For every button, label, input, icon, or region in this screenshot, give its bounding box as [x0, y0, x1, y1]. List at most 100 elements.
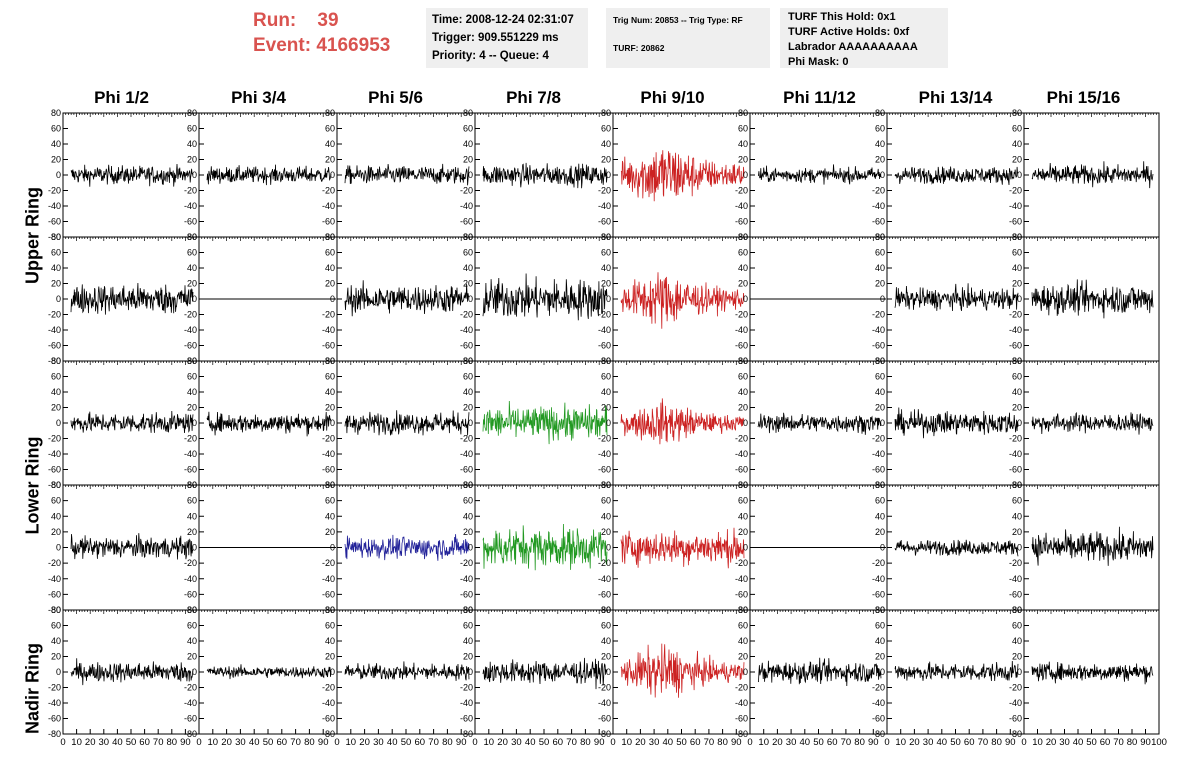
y-tick-label: -20 — [598, 310, 611, 320]
y-tick-label: -40 — [735, 449, 748, 459]
y-tick-label: -40 — [460, 574, 473, 584]
y-tick-label: 60 — [875, 248, 885, 258]
y-tick-label: -40 — [1009, 574, 1022, 584]
y-tick-label: 80 — [1012, 108, 1022, 118]
y-tick-label: 80 — [51, 480, 61, 490]
turf-num-text: TURF: 20862 — [613, 43, 665, 53]
y-tick-label: 60 — [601, 372, 611, 382]
y-tick-label: 0 — [468, 543, 473, 553]
x-tick-label: 0 — [884, 737, 889, 748]
column-label-phi-5-6: Phi 5/6 — [368, 88, 423, 107]
y-tick-label: 60 — [601, 621, 611, 631]
y-tick-label: 40 — [738, 263, 748, 273]
y-tick-label: 0 — [56, 543, 61, 553]
y-tick-label: 40 — [875, 139, 885, 149]
y-tick-label: 80 — [51, 356, 61, 366]
x-tick-label: 50 — [676, 737, 687, 748]
y-tick-label: 80 — [875, 108, 885, 118]
y-tick-label: 0 — [1017, 543, 1022, 553]
y-tick-label: 80 — [463, 605, 473, 615]
y-tick-label: 60 — [463, 124, 473, 134]
x-tick-label: 0 — [747, 737, 752, 748]
x-tick-label: 80 — [442, 737, 453, 748]
y-tick-label: 20 — [325, 652, 335, 662]
y-tick-label: 20 — [325, 403, 335, 413]
y-tick-label: -60 — [735, 589, 748, 599]
y-tick-label: -60 — [322, 217, 335, 227]
waveform-trace — [70, 410, 194, 434]
y-tick-label: 40 — [738, 139, 748, 149]
y-tick-label: -40 — [872, 201, 885, 211]
y-tick-label: -60 — [872, 714, 885, 724]
x-tick-label: 10 — [1032, 737, 1043, 748]
y-tick-label: -60 — [1009, 341, 1022, 351]
waveform-trace — [344, 163, 470, 186]
x-tick-label: 60 — [139, 737, 150, 748]
y-tick-label: -20 — [598, 558, 611, 568]
y-tick-label: 0 — [606, 170, 611, 180]
y-tick-label: 60 — [738, 496, 748, 506]
x-tick-label: 40 — [1073, 737, 1084, 748]
y-tick-label: 0 — [1017, 418, 1022, 428]
x-tick-label: 50 — [401, 737, 412, 748]
y-tick-label: -40 — [598, 574, 611, 584]
y-tick-label: 60 — [601, 124, 611, 134]
y-tick-label: -80 — [48, 605, 61, 615]
y-tick-label: -40 — [48, 325, 61, 335]
x-tick-label: 10 — [71, 737, 82, 748]
y-tick-label: 60 — [463, 621, 473, 631]
y-tick-label: -20 — [598, 186, 611, 196]
y-tick-label: -20 — [48, 310, 61, 320]
y-tick-label: 40 — [1012, 263, 1022, 273]
y-tick-label: 80 — [738, 356, 748, 366]
y-tick-label: 60 — [875, 124, 885, 134]
y-tick-label: 20 — [738, 279, 748, 289]
y-tick-label: 80 — [601, 605, 611, 615]
y-tick-label: -40 — [735, 698, 748, 708]
y-tick-label: 20 — [875, 403, 885, 413]
x-tick-label: 10 — [208, 737, 219, 748]
waveform-trace — [757, 657, 882, 687]
y-tick-label: -80 — [735, 729, 748, 739]
y-tick-label: 20 — [187, 279, 197, 289]
x-tick-label: 90 — [180, 737, 191, 748]
x-tick-label: 20 — [85, 737, 96, 748]
x-tick-label: 60 — [277, 737, 288, 748]
waveform-trace — [70, 533, 194, 560]
x-tick-label: 10 — [621, 737, 632, 748]
y-tick-label: 0 — [330, 543, 335, 553]
y-tick-label: 20 — [463, 403, 473, 413]
y-tick-label: 0 — [468, 294, 473, 304]
run-label: Run: — [253, 10, 297, 31]
y-tick-label: -60 — [184, 714, 197, 724]
y-tick-label: 40 — [463, 511, 473, 521]
y-tick-label: 40 — [187, 636, 197, 646]
y-tick-label: 20 — [1012, 652, 1022, 662]
waveform-trace — [70, 282, 194, 315]
x-tick-label: 50 — [813, 737, 824, 748]
y-tick-label: 60 — [187, 496, 197, 506]
turf-info-box: TURF This Hold: 0x1 TURF Active Holds: 0… — [780, 8, 948, 68]
x-tick-label: 100 — [1151, 737, 1167, 748]
y-tick-label: 0 — [880, 294, 885, 304]
y-tick-label: 20 — [601, 527, 611, 537]
waveform-trace — [620, 398, 745, 445]
y-tick-label: 40 — [738, 636, 748, 646]
y-tick-label: 0 — [606, 418, 611, 428]
waveform-trace — [620, 150, 745, 202]
x-tick-label: 10 — [484, 737, 495, 748]
y-tick-label: -20 — [460, 683, 473, 693]
y-tick-label: 80 — [325, 480, 335, 490]
y-tick-label: 40 — [738, 387, 748, 397]
y-tick-label: 80 — [187, 108, 197, 118]
y-tick-label: 40 — [463, 387, 473, 397]
y-tick-label: -20 — [1009, 434, 1022, 444]
y-tick-label: 0 — [468, 667, 473, 677]
x-tick-label: 90 — [1140, 737, 1151, 748]
y-tick-label: 80 — [601, 232, 611, 242]
y-tick-label: 60 — [187, 372, 197, 382]
y-tick-label: 40 — [1012, 636, 1022, 646]
y-tick-label: 0 — [606, 294, 611, 304]
waveform-trace — [482, 400, 608, 445]
y-tick-label: -20 — [48, 434, 61, 444]
